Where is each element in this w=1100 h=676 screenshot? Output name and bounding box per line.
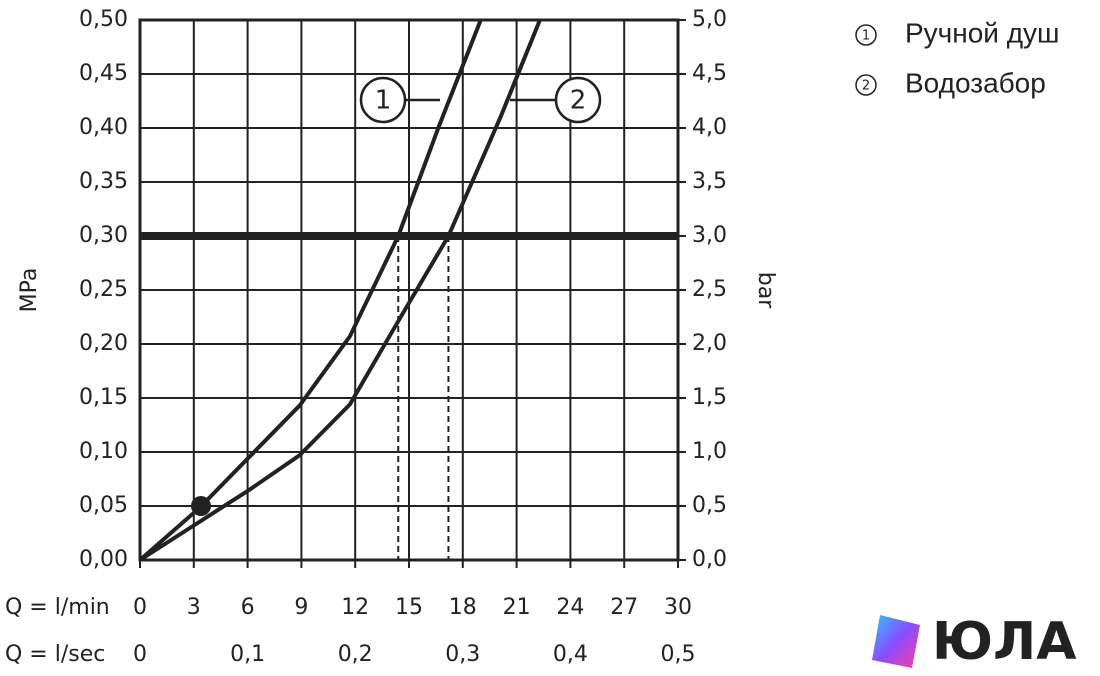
x2-tick-label: 0,5: [661, 642, 696, 667]
y-tick-label: 0,40: [79, 115, 128, 140]
y-tick-label: 0,30: [79, 223, 128, 248]
y2-tick-label: 4,0: [692, 115, 727, 140]
y-tick-label: 0,15: [79, 385, 128, 410]
annotation-circle: [554, 76, 602, 124]
y2-tick-label: 3,0: [692, 223, 727, 248]
x2-tick-label: 0: [133, 642, 147, 667]
y2-tick-label: 4,5: [692, 61, 727, 86]
y-tick-label: 0,45: [79, 61, 128, 86]
x-tick-label: 6: [241, 595, 255, 620]
legend-symbol: [855, 74, 877, 96]
x2-tick-label: 0,2: [338, 642, 373, 667]
y-tick-label: 0,10: [79, 439, 128, 464]
x-tick-label: 9: [294, 595, 308, 620]
x-tick-label: 0: [133, 595, 147, 620]
x-tick-label: 12: [341, 595, 369, 620]
legend-number: 2: [862, 79, 870, 94]
y-tick-label: 0,00: [79, 547, 128, 572]
y2-tick-label: 0,5: [692, 493, 727, 518]
y2-tick-label: 0,0: [692, 547, 727, 572]
marker-point: [190, 496, 211, 516]
x-tick-label: 21: [503, 595, 531, 620]
y-tick-label: 0,25: [79, 277, 128, 302]
x2-tick-label: 0,3: [445, 642, 480, 667]
legend-number: 1: [862, 29, 870, 44]
y2-tick-label: 3,5: [692, 169, 727, 194]
x-tick-label: 15: [395, 595, 423, 620]
y-axis-label: MPa: [17, 268, 42, 313]
annotation-label: 1: [375, 86, 392, 116]
legend-label: Ручной душ: [905, 17, 1060, 48]
x2-axis-label: Q = l/sec: [5, 642, 105, 667]
y2-tick-label: 5,0: [692, 7, 727, 32]
y-tick-label: 0,35: [79, 169, 128, 194]
x-tick-label: 30: [664, 595, 692, 620]
series-line: [138, 19, 542, 562]
y2-tick-label: 2,5: [692, 277, 727, 302]
x-tick-label: 18: [449, 595, 477, 620]
y2-tick-label: 2,0: [692, 331, 727, 356]
x-axis-label: Q = l/min: [5, 595, 110, 620]
annotation-circle: [359, 76, 407, 124]
x2-tick-label: 0,1: [230, 642, 265, 667]
plot-frame: [138, 18, 680, 562]
x-tick-label: 27: [610, 595, 638, 620]
y2-tick-label: 1,5: [692, 385, 727, 410]
y-tick-label: 0,50: [79, 7, 128, 32]
y2-tick-label: 1,0: [692, 439, 727, 464]
x-tick-label: 3: [187, 595, 201, 620]
y2-axis-label: bar: [753, 272, 778, 309]
x2-tick-label: 0,4: [553, 642, 588, 667]
legend-label: Водозабор: [905, 67, 1046, 98]
y-tick-label: 0,05: [79, 493, 128, 518]
annotation-label: 2: [570, 86, 587, 116]
logo-icon: [872, 615, 920, 668]
x-tick-label: 24: [556, 595, 584, 620]
y-tick-label: 0,20: [79, 331, 128, 356]
legend-symbol: [855, 24, 877, 46]
watermark: ЮЛА: [932, 612, 1076, 672]
